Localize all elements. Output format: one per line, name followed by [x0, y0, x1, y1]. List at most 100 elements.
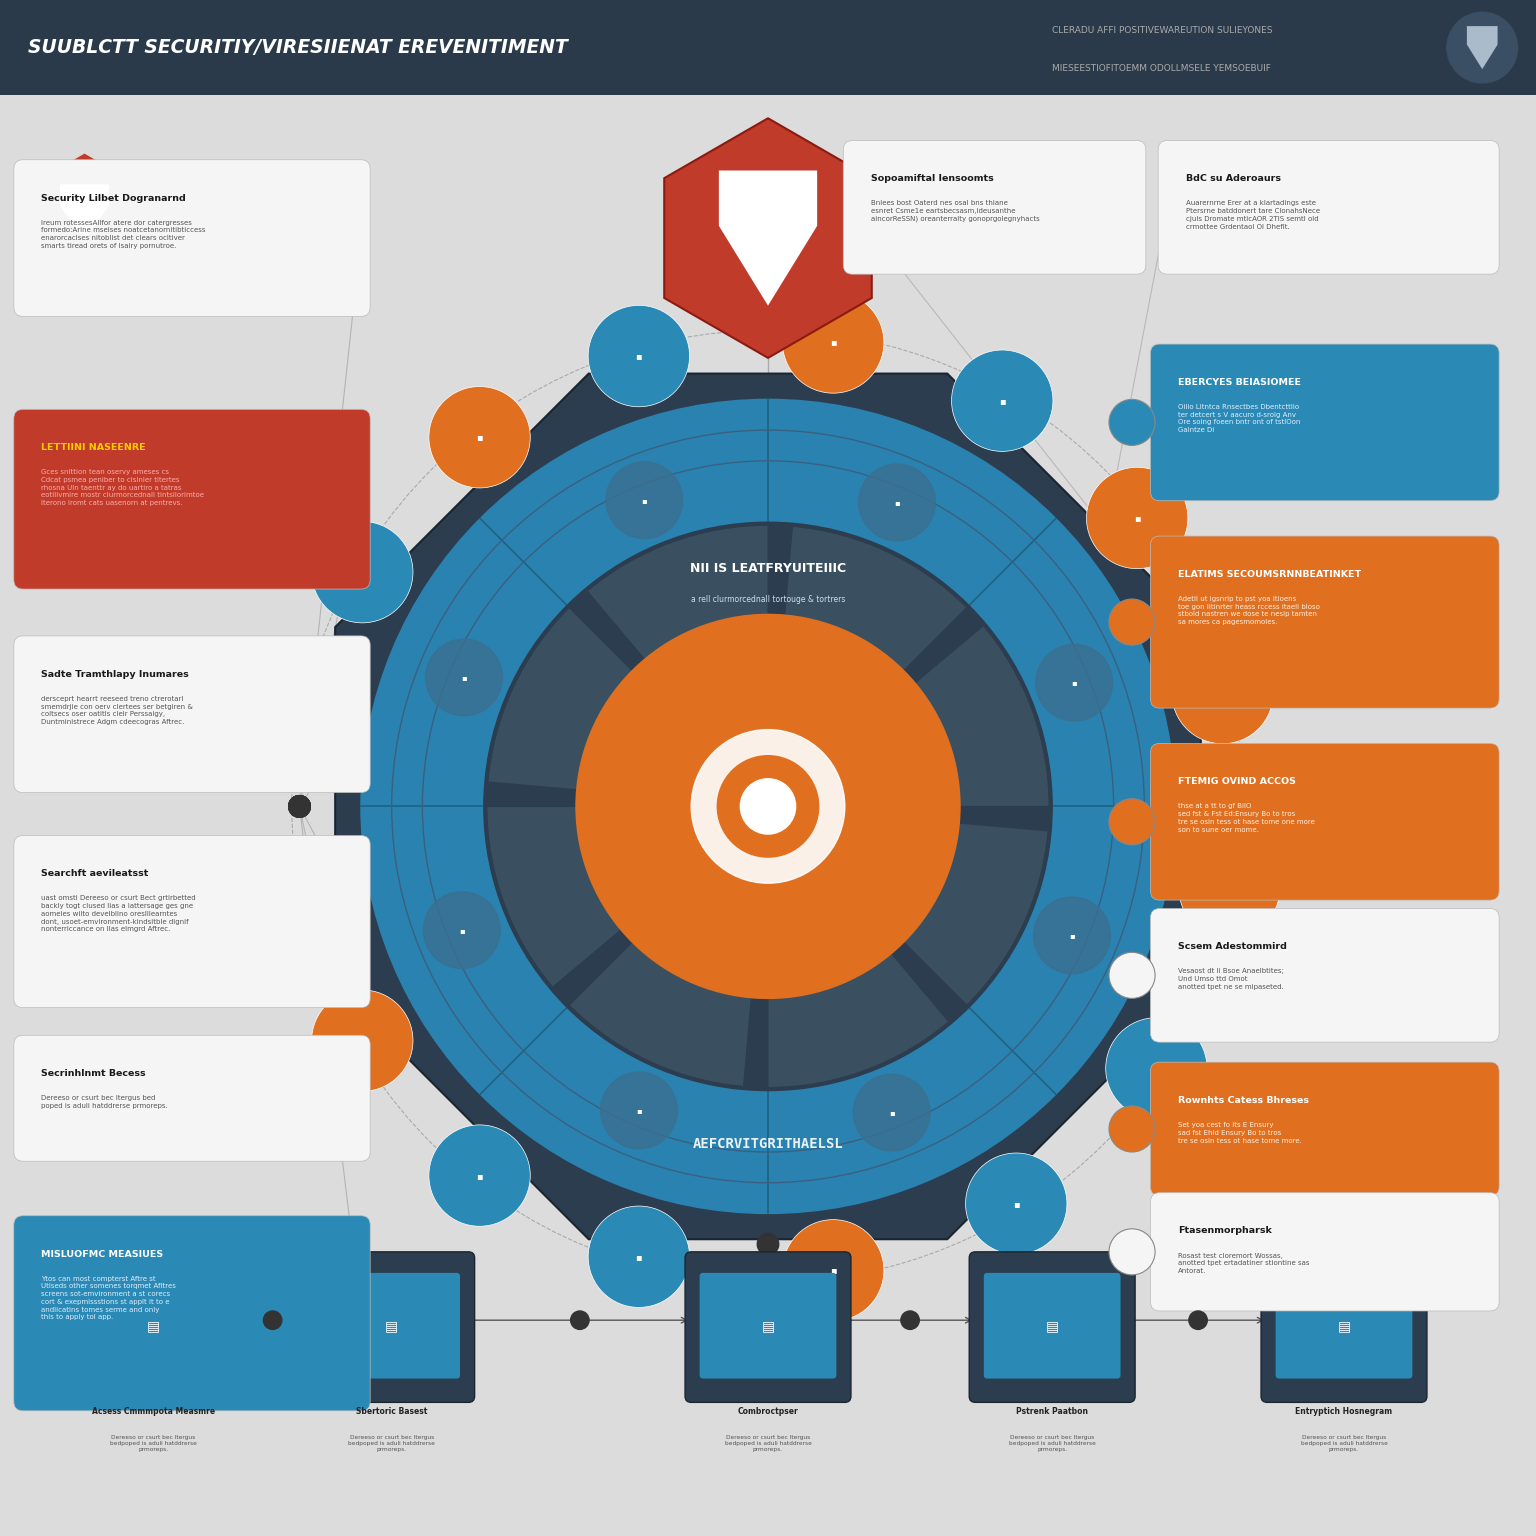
Circle shape: [361, 399, 1175, 1213]
Circle shape: [966, 1154, 1068, 1255]
Text: Sadte Tramthlapy Inumares: Sadte Tramthlapy Inumares: [41, 670, 189, 679]
Text: Set yoa cest fo its E Ensury
sad fst Ehld Ensury Bo to tros
tre se osin tess ot : Set yoa cest fo its E Ensury sad fst Ehl…: [1178, 1121, 1303, 1143]
Circle shape: [429, 387, 530, 488]
Wedge shape: [768, 625, 1049, 806]
Circle shape: [1160, 200, 1175, 215]
FancyBboxPatch shape: [985, 1273, 1121, 1379]
Circle shape: [845, 200, 860, 215]
Circle shape: [353, 914, 369, 929]
FancyBboxPatch shape: [1150, 1063, 1499, 1195]
Circle shape: [289, 796, 310, 817]
Text: NII IS LEATFRYUITEIIIC: NII IS LEATFRYUITEIIIC: [690, 562, 846, 574]
Text: Scsem Adestommird: Scsem Adestommird: [1178, 943, 1287, 951]
Circle shape: [952, 350, 1054, 452]
Circle shape: [854, 1074, 931, 1150]
Circle shape: [1109, 399, 1155, 445]
FancyBboxPatch shape: [700, 1273, 836, 1379]
FancyBboxPatch shape: [323, 1273, 461, 1379]
Circle shape: [1086, 467, 1187, 568]
Text: Dereeso or csurt bec ltergus
bedpoped is aduli hatddrerse
prmoreps.: Dereeso or csurt bec ltergus bedpoped is…: [349, 1435, 435, 1453]
Text: MISLUOFMC MEASIUES: MISLUOFMC MEASIUES: [41, 1250, 164, 1258]
FancyBboxPatch shape: [14, 636, 370, 793]
Circle shape: [1172, 642, 1273, 743]
Circle shape: [717, 756, 819, 857]
Text: thse at a tt to gf BilO
sed fst & Fst Ed:Ensury Bo to tros
tre se osin tess ot h: thse at a tt to gf BilO sed fst & Fst Ed…: [1178, 803, 1315, 833]
Text: Dereeso or csurt bec ltergus
bedpoped is aduli hatddrerse
prmoreps.: Dereeso or csurt bec ltergus bedpoped is…: [1009, 1435, 1095, 1453]
Text: ▪: ▪: [1072, 679, 1077, 687]
Text: ▪: ▪: [829, 1266, 837, 1275]
Text: ▤: ▤: [1338, 1319, 1350, 1333]
Text: ▪: ▪: [459, 926, 464, 934]
Wedge shape: [768, 527, 966, 806]
Text: FTEMIG OVIND ACCOS: FTEMIG OVIND ACCOS: [1178, 777, 1296, 786]
FancyBboxPatch shape: [1261, 1252, 1427, 1402]
Wedge shape: [768, 806, 949, 1087]
Circle shape: [859, 464, 935, 541]
Text: ▪: ▪: [1069, 931, 1075, 940]
Text: SUUBLCTT SECURITIY/VIRESIIENAT EREVENITIMENT: SUUBLCTT SECURITIY/VIRESIIENAT EREVENITI…: [28, 38, 567, 57]
Text: Rosast test cloremort Wossas,
anotted tpet ertadatiner stiontine sas
Antorat.: Rosast test cloremort Wossas, anotted tp…: [1178, 1253, 1310, 1273]
Circle shape: [1226, 796, 1247, 817]
Circle shape: [289, 796, 310, 817]
Circle shape: [1109, 799, 1155, 845]
FancyBboxPatch shape: [843, 141, 1146, 273]
Text: ▤: ▤: [762, 1319, 774, 1333]
Text: ▪: ▪: [1226, 883, 1233, 892]
Circle shape: [353, 1091, 369, 1106]
Text: Vesaost dt li Bsoe Anaelbtites;
Und Umso ttd Omot
anotted tpet ne se mipaseted.: Vesaost dt li Bsoe Anaelbtites; Und Umso…: [1178, 969, 1284, 989]
Text: MIESEESTIOFITOEMM ODOLLMSELE YEMSOEBUIF: MIESEESTIOFITOEMM ODOLLMSELE YEMSOEBUIF: [1052, 65, 1270, 74]
Circle shape: [1189, 1310, 1207, 1330]
Text: ▪: ▪: [894, 498, 900, 507]
Text: Searchft aevileatsst: Searchft aevileatsst: [41, 869, 149, 879]
FancyBboxPatch shape: [1275, 1273, 1412, 1379]
FancyBboxPatch shape: [86, 1273, 223, 1379]
Circle shape: [253, 691, 355, 793]
Circle shape: [1109, 599, 1155, 645]
Text: EBERCYES BEIASIOMEE: EBERCYES BEIASIOMEE: [1178, 378, 1301, 387]
Circle shape: [289, 796, 310, 817]
FancyBboxPatch shape: [71, 1252, 237, 1402]
Circle shape: [312, 522, 413, 624]
FancyBboxPatch shape: [14, 836, 370, 1008]
Text: ELATIMS SECOUMSRNNBEATINKET: ELATIMS SECOUMSRNNBEATINKET: [1178, 570, 1361, 579]
Text: CLERADU AFFI POSITIVEWAREUTION SULIEYONES: CLERADU AFFI POSITIVEWAREUTION SULIEYONE…: [1052, 26, 1273, 35]
Circle shape: [605, 462, 682, 539]
Circle shape: [900, 1310, 919, 1330]
Wedge shape: [570, 806, 768, 1086]
FancyBboxPatch shape: [14, 160, 370, 316]
Text: ▪: ▪: [1134, 513, 1140, 522]
Text: LETTIINI NASEENRE: LETTIINI NASEENRE: [41, 442, 146, 452]
Text: Ftasenmorpharsk: Ftasenmorpharsk: [1178, 1226, 1272, 1235]
Circle shape: [424, 892, 501, 969]
FancyBboxPatch shape: [1150, 1193, 1499, 1312]
Circle shape: [1106, 1018, 1207, 1120]
Text: Dereeso or csurt bec ltergus
bedpoped is aduli hatddrerse
prmoreps.: Dereeso or csurt bec ltergus bedpoped is…: [1301, 1435, 1387, 1453]
Text: ▪: ▪: [636, 1252, 642, 1261]
Circle shape: [312, 991, 413, 1091]
Polygon shape: [664, 118, 872, 358]
Circle shape: [289, 796, 310, 817]
Text: Acsess Cmmmpota Measmre: Acsess Cmmmpota Measmre: [92, 1407, 215, 1416]
Text: Pstrenk Paatbon: Pstrenk Paatbon: [1017, 1407, 1087, 1416]
Circle shape: [1226, 796, 1247, 817]
FancyBboxPatch shape: [969, 1252, 1135, 1402]
Circle shape: [757, 1233, 779, 1255]
Text: ▪: ▪: [636, 1106, 642, 1115]
FancyBboxPatch shape: [309, 1252, 475, 1402]
Circle shape: [1034, 897, 1111, 974]
Text: Sopoamiftal Iensoomts: Sopoamiftal Iensoomts: [871, 175, 994, 183]
Circle shape: [257, 837, 358, 938]
FancyBboxPatch shape: [14, 1035, 370, 1161]
FancyBboxPatch shape: [0, 0, 1536, 95]
Text: ▤: ▤: [147, 1319, 160, 1333]
Polygon shape: [60, 184, 109, 240]
Circle shape: [353, 230, 369, 246]
Text: ▪: ▪: [476, 432, 482, 442]
Circle shape: [571, 1310, 590, 1330]
Polygon shape: [34, 154, 135, 270]
Circle shape: [353, 707, 369, 722]
Circle shape: [1226, 796, 1247, 817]
Text: a rell clurmorcednall tortouge & tortrers: a rell clurmorcednall tortouge & tortrer…: [691, 594, 845, 604]
Text: uast omsti Dereeso or csurt Bect grtirbetted
backly togt clused lias a lattersag: uast omsti Dereeso or csurt Bect grtirbe…: [41, 895, 197, 932]
Text: Auarernrne Erer at a klartadings este
Ptersrne batddonert tare ClonahsNece
cjuls: Auarernrne Erer at a klartadings este Pt…: [1186, 201, 1319, 230]
